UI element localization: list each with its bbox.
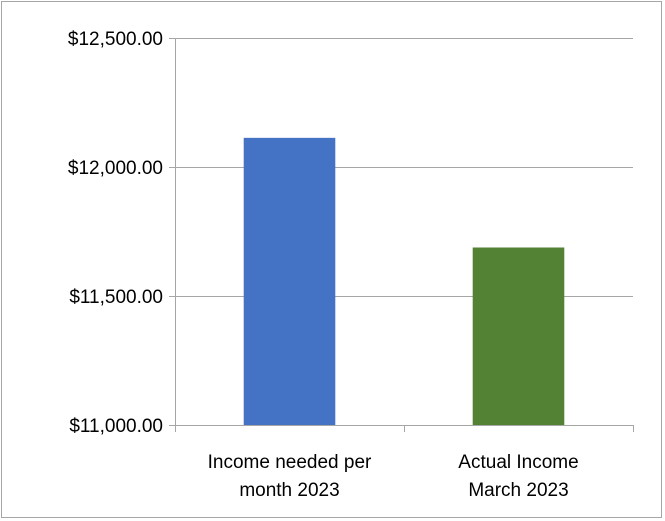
bar [472, 247, 565, 425]
y-tick-labels: $11,000.00 $11,500.00 $12,000.00 $12,500.00 [68, 29, 163, 437]
y-tick-label: $11,000.00 [69, 416, 163, 437]
y-tick-label: $12,500.00 [68, 29, 163, 50]
bar [243, 137, 336, 425]
x-category-label: Actual Income [458, 452, 578, 473]
x-category-label: Income needed per [208, 452, 372, 473]
x-category-labels: Income needed per month 2023 Actual Income… [208, 452, 579, 501]
x-category-label: month 2023 [239, 480, 339, 501]
y-tick-label: $11,500.00 [69, 287, 163, 308]
bars [243, 137, 565, 425]
x-category-label: March 2023 [468, 480, 568, 501]
axes [169, 38, 634, 432]
y-tick-label: $12,000.00 [68, 158, 163, 179]
